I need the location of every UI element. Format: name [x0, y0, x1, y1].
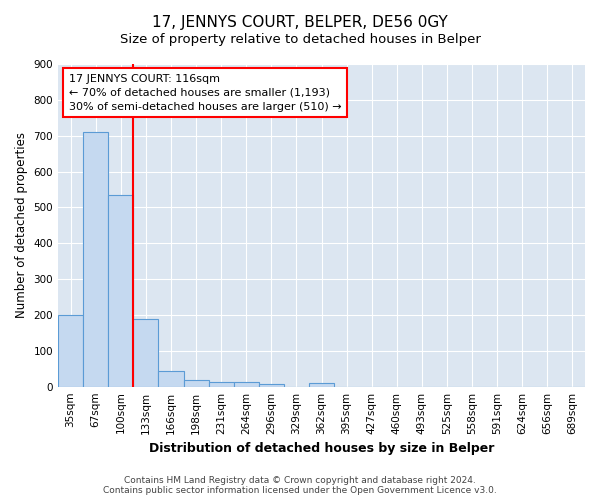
Y-axis label: Number of detached properties: Number of detached properties [15, 132, 28, 318]
Text: 17, JENNYS COURT, BELPER, DE56 0GY: 17, JENNYS COURT, BELPER, DE56 0GY [152, 15, 448, 30]
Bar [233, 382, 259, 386]
Text: Size of property relative to detached houses in Belper: Size of property relative to detached ho… [119, 32, 481, 46]
Text: 17 JENNYS COURT: 116sqm
← 70% of detached houses are smaller (1,193)
30% of semi: 17 JENNYS COURT: 116sqm ← 70% of detache… [68, 74, 341, 112]
X-axis label: Distribution of detached houses by size in Belper: Distribution of detached houses by size … [149, 442, 494, 455]
Bar [209, 382, 233, 386]
Bar [133, 318, 158, 386]
Bar [184, 380, 209, 386]
Bar [58, 315, 83, 386]
Bar [158, 370, 184, 386]
Bar [309, 383, 334, 386]
Bar [108, 195, 133, 386]
Text: Contains HM Land Registry data © Crown copyright and database right 2024.
Contai: Contains HM Land Registry data © Crown c… [103, 476, 497, 495]
Bar [83, 132, 108, 386]
Bar [259, 384, 284, 386]
